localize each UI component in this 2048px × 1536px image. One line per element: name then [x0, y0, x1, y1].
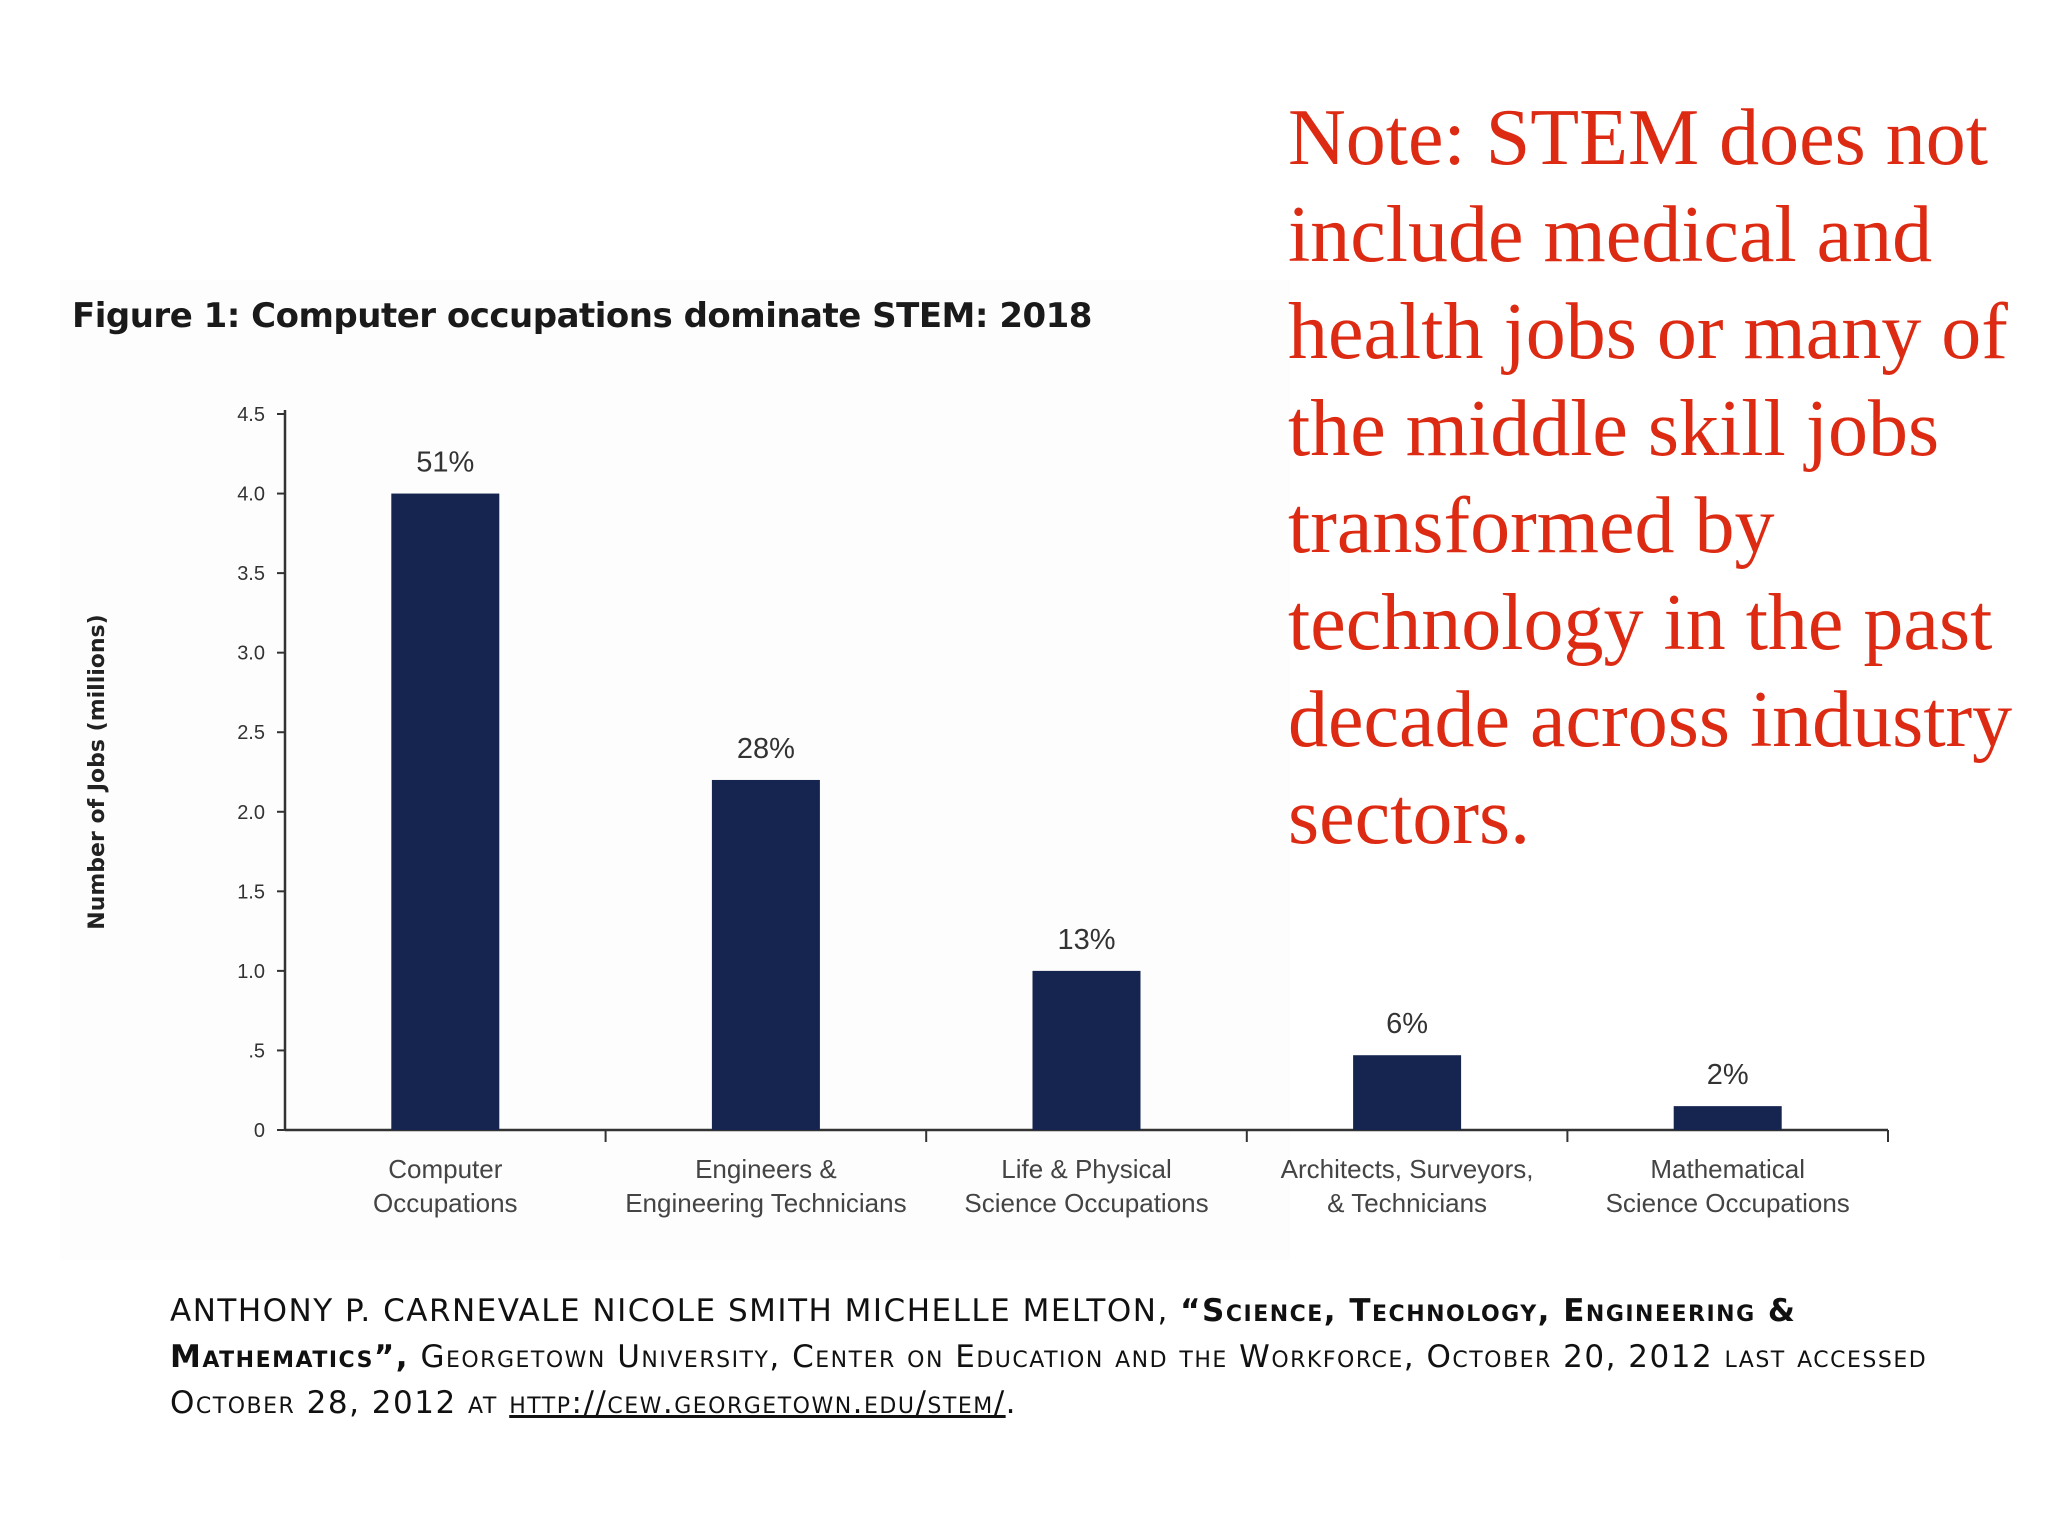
y-tick-label: 3.5: [237, 563, 265, 585]
y-tick-label: .5: [248, 1040, 265, 1062]
bar-data-label: 28%: [737, 733, 795, 765]
bar: [1673, 1106, 1782, 1130]
citation-title: “Science, Technology, Engineering & Math…: [170, 1293, 1797, 1375]
x-tick-label: Computer: [388, 1154, 502, 1184]
bar: [711, 779, 820, 1130]
bar: [1032, 970, 1141, 1130]
citation: Anthony P. Carnevale Nicole Smith Michel…: [170, 1288, 2010, 1426]
bar: [1353, 1055, 1462, 1130]
citation-end: .: [1005, 1385, 1017, 1421]
x-tick-label: Engineering Technicians: [625, 1188, 906, 1218]
y-tick-label: 0: [254, 1120, 265, 1142]
bar-data-label: 2%: [1707, 1059, 1749, 1091]
y-tick-label: 1.5: [237, 881, 265, 903]
citation-authors: Anthony P. Carnevale Nicole Smith Michel…: [170, 1293, 1169, 1329]
x-tick-label: Occupations: [373, 1188, 518, 1218]
x-tick-label: Engineers &: [695, 1154, 837, 1184]
citation-publisher: Georgetown University, Center on Educati…: [170, 1339, 1928, 1421]
x-tick-label: Science Occupations: [964, 1188, 1208, 1218]
y-tick-label: 1.0: [237, 961, 265, 983]
y-tick-label: 4.5: [237, 404, 265, 426]
y-axis-title: Number of Jobs (millions): [85, 614, 110, 929]
stem-note: Note: STEM does not include medical and …: [1288, 94, 2013, 861]
chart-title: Figure 1: Computer occupations dominate …: [72, 296, 1092, 336]
y-tick-label: 2.5: [237, 722, 265, 744]
bar-data-label: 6%: [1386, 1008, 1428, 1040]
x-tick-label: Architects, Surveyors,: [1281, 1154, 1534, 1184]
y-tick-label: 3.0: [237, 643, 265, 665]
citation-url-link[interactable]: http://cew.georgetown.edu/stem/: [509, 1385, 1006, 1421]
bar: [391, 493, 500, 1130]
x-tick-label: Life & Physical: [1001, 1154, 1172, 1184]
y-tick-label: 2.0: [237, 802, 265, 824]
bar-data-label: 51%: [416, 447, 474, 479]
y-tick-label: 4.0: [237, 484, 265, 506]
bar-data-label: 13%: [1057, 924, 1115, 956]
x-tick-label: Mathematical: [1650, 1154, 1805, 1184]
x-tick-label: & Technicians: [1327, 1188, 1487, 1218]
x-tick-label: Science Occupations: [1606, 1188, 1850, 1218]
